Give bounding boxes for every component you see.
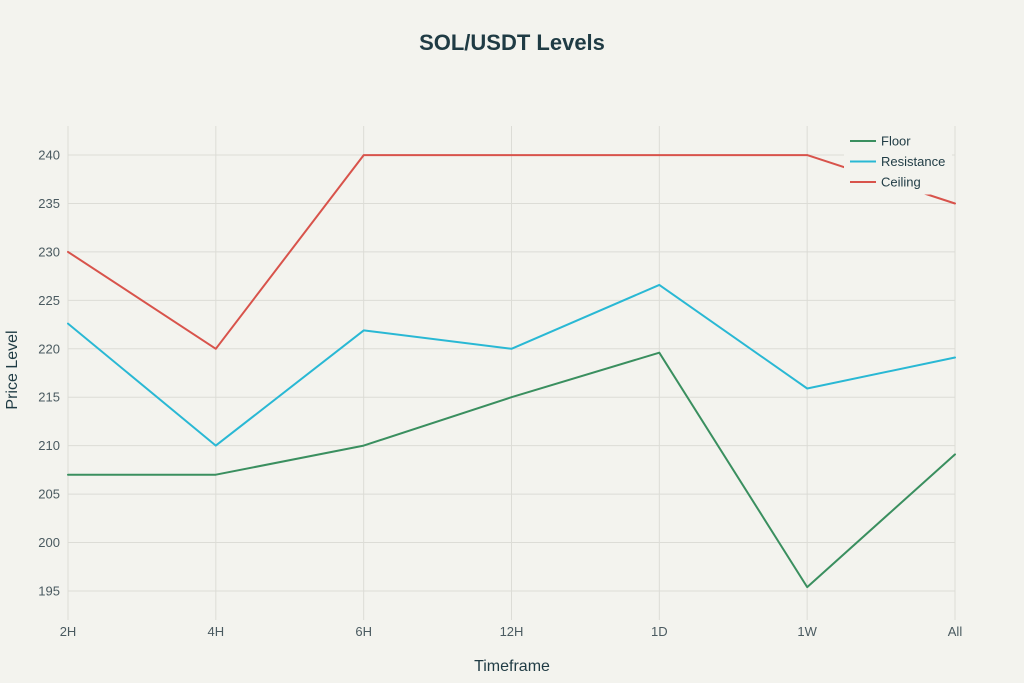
legend-label-ceiling: Ceiling — [881, 175, 921, 190]
x-tick-label-All: All — [948, 624, 963, 639]
grid — [67, 126, 956, 620]
series-line-resistance — [67, 283, 956, 447]
x-axis-title: Timeframe — [474, 658, 550, 675]
chart-title: SOL/USDT Levels — [419, 30, 605, 55]
y-tick-label-210: 210 — [38, 438, 60, 453]
y-tick-label-225: 225 — [38, 293, 60, 308]
y-tick-label-195: 195 — [38, 583, 60, 598]
x-tick-label-2H: 2H — [60, 624, 77, 639]
x-axis-ticks: 2H 4H 6H 12H 1D 1W All — [60, 624, 963, 639]
y-tick-label-230: 230 — [38, 244, 60, 259]
y-tick-label-200: 200 — [38, 535, 60, 550]
legend-item-ceiling[interactable]: Ceiling — [850, 175, 921, 190]
y-axis-ticks: 195 200 205 210 215 220 225 230 235 240 — [38, 148, 60, 599]
y-tick-label-215: 215 — [38, 390, 60, 405]
x-tick-label-12H: 12H — [500, 624, 524, 639]
x-tick-label-6H: 6H — [355, 624, 372, 639]
series-line-ceiling — [67, 154, 956, 350]
y-tick-label-205: 205 — [38, 487, 60, 502]
legend-label-resistance: Resistance — [881, 154, 945, 169]
series-lines — [67, 154, 956, 589]
legend-item-floor[interactable]: Floor — [850, 134, 911, 149]
y-tick-label-240: 240 — [38, 148, 60, 163]
y-tick-label-220: 220 — [38, 341, 60, 356]
x-tick-label-4H: 4H — [208, 624, 225, 639]
y-axis-title: Price Level — [4, 330, 21, 409]
x-tick-label-1D: 1D — [651, 624, 668, 639]
series-line-floor — [67, 351, 956, 589]
y-tick-label-235: 235 — [38, 196, 60, 211]
legend-label-floor: Floor — [881, 134, 911, 149]
legend[interactable]: Floor Resistance Ceiling — [844, 127, 952, 195]
x-tick-label-1W: 1W — [797, 624, 817, 639]
legend-item-resistance[interactable]: Resistance — [850, 154, 945, 169]
